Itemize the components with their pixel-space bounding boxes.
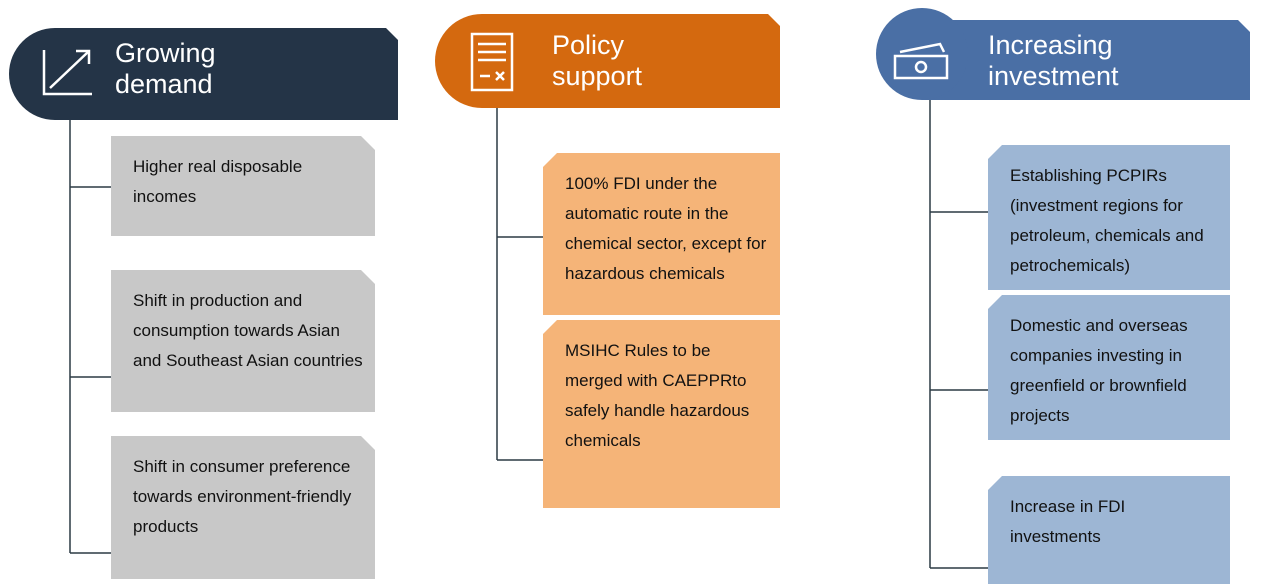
icon-growth — [42, 49, 92, 96]
item-box — [543, 153, 780, 315]
header-shape — [922, 20, 1250, 100]
column-title: Policy support — [552, 30, 643, 91]
icon-money — [893, 42, 949, 80]
column-title: Growing demand — [115, 38, 216, 99]
header-circle — [876, 8, 968, 100]
item-text: Domestic and overseas companies investin… — [1010, 316, 1188, 425]
item-box — [111, 270, 375, 412]
item-box — [543, 320, 780, 508]
column-title: Increasing investment — [988, 30, 1119, 91]
header-shape — [435, 14, 780, 108]
item-text: Shift in production and consumption towa… — [133, 291, 363, 370]
item-text: 100% FDI under the automatic route in th… — [565, 174, 767, 283]
item-text: Establishing PCPIRs (investment regions … — [1010, 166, 1204, 275]
item-box — [988, 145, 1230, 290]
item-box — [111, 136, 375, 236]
item-text: Higher real disposable incomes — [133, 157, 303, 206]
item-box — [988, 476, 1230, 584]
icon-document — [470, 32, 514, 92]
item-text: MSIHC Rules to be merged with CAEPPRto s… — [565, 341, 750, 450]
item-box — [111, 436, 375, 579]
connectors — [69, 100, 988, 569]
item-text: Increase in FDI investments — [1010, 497, 1126, 546]
header-shape — [9, 28, 398, 120]
item-text: Shift in consumer preference towards env… — [133, 457, 352, 536]
item-box — [988, 295, 1230, 440]
